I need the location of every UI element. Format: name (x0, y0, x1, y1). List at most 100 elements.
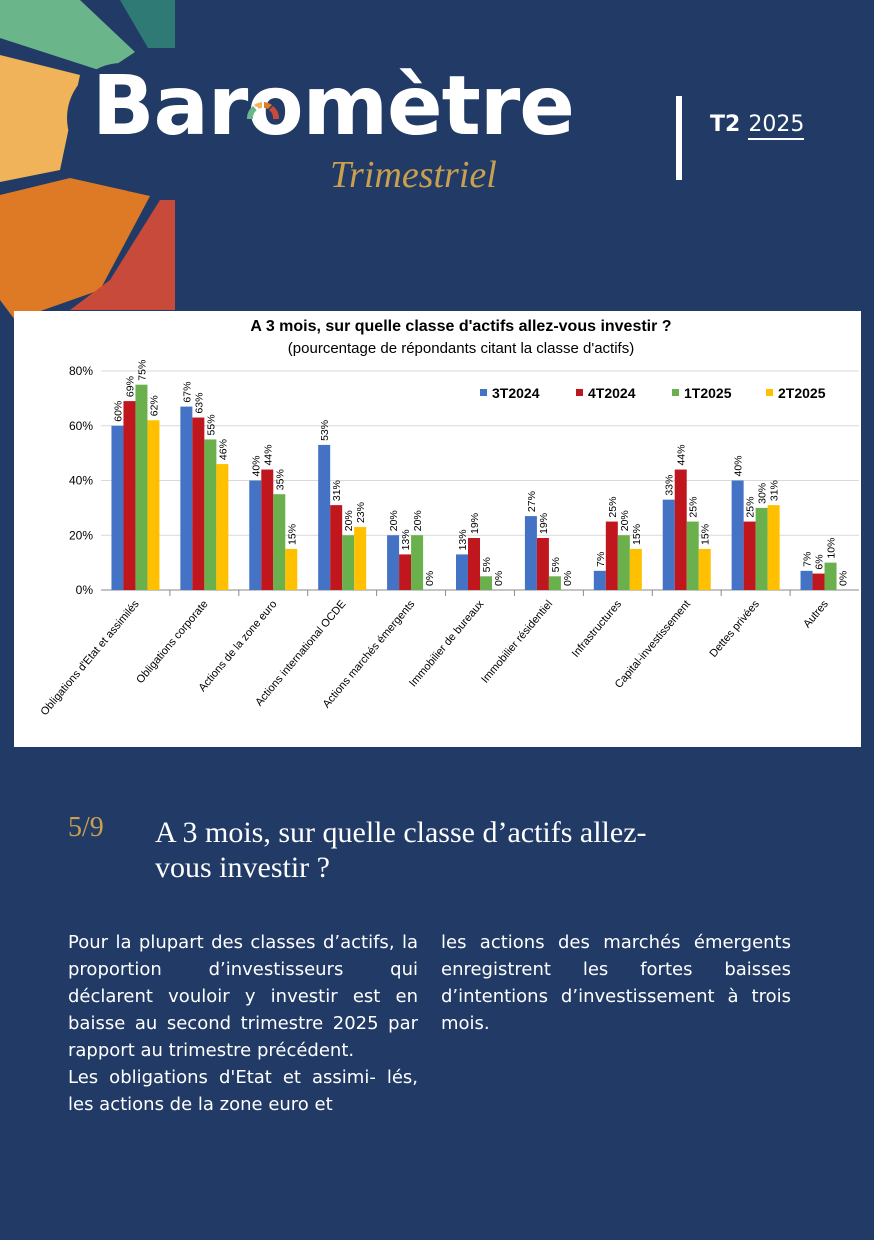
category-label: Obligations corporate (134, 598, 210, 686)
bar (468, 537, 480, 590)
chart-subtitle: (pourcentage de répondants citant la cla… (288, 340, 634, 357)
bar-chart: A 3 mois, sur quelle classe d'actifs all… (14, 311, 861, 747)
body-column-2: les actions des marchés émergents enregi… (441, 929, 791, 1037)
data-label: 25% (688, 497, 700, 518)
bar (354, 527, 367, 590)
data-label: 40% (733, 455, 745, 476)
data-label: 53% (319, 420, 331, 441)
bar (456, 554, 468, 590)
data-label: 75% (136, 360, 148, 381)
bar (755, 507, 768, 590)
legend-swatch (576, 389, 583, 396)
bar (731, 480, 744, 590)
bar (767, 505, 780, 590)
bar (662, 499, 675, 590)
data-label: 60% (112, 401, 124, 422)
data-label: 5% (481, 557, 493, 572)
bar (192, 417, 205, 590)
y-tick-label: 40% (69, 474, 93, 488)
data-label: 15% (700, 524, 712, 545)
category-label: Autres (801, 598, 831, 630)
data-label: 55% (205, 414, 217, 435)
data-label: 20% (412, 510, 424, 531)
legend-swatch (480, 389, 487, 396)
data-label: 0% (493, 571, 505, 586)
category-label: Immobilier résidentiel (479, 598, 555, 685)
bar (285, 548, 298, 590)
category-label: Infrastructures (570, 598, 625, 660)
bar (216, 464, 229, 590)
bar (273, 494, 286, 590)
data-label: 23% (355, 502, 367, 523)
category-label: Capital-investissement (613, 598, 693, 690)
data-label: 69% (124, 376, 136, 397)
bar (698, 548, 711, 590)
period-badge: T2 2025 (710, 112, 805, 140)
bar (204, 439, 217, 590)
data-label: 20% (343, 510, 355, 531)
logo-title: Baromètre (92, 59, 575, 154)
bar (536, 537, 549, 590)
period-year: 2025 (748, 112, 805, 140)
category-label: Dettes privées (708, 598, 763, 660)
data-label: 63% (193, 393, 205, 414)
bar (261, 469, 274, 590)
bar (629, 548, 642, 590)
data-label: 5% (550, 557, 562, 572)
bar (824, 562, 837, 590)
bar (812, 573, 825, 590)
data-label: 19% (469, 513, 481, 534)
legend-label: 1T2025 (684, 385, 732, 401)
bar (387, 535, 400, 590)
bar (135, 384, 148, 590)
bar (180, 406, 193, 590)
data-label: 20% (388, 510, 400, 531)
bar (318, 444, 331, 590)
category-label: Obligations d'Etat et assimilés (38, 598, 142, 718)
bar (147, 420, 160, 590)
data-label: 20% (619, 510, 631, 531)
period-quarter: T2 (710, 112, 741, 137)
data-label: 67% (181, 382, 193, 403)
data-label: 46% (217, 439, 229, 460)
bar (411, 535, 424, 590)
body-paragraph: les actions des marchés émergents enregi… (441, 932, 791, 1034)
bar (249, 480, 262, 590)
y-tick-label: 20% (69, 528, 93, 542)
y-tick-label: 60% (69, 419, 93, 433)
data-label: 25% (607, 497, 619, 518)
data-label: 10% (826, 538, 838, 559)
section-number: 5/9 (68, 812, 104, 843)
data-label: 44% (676, 445, 688, 466)
bar (674, 469, 687, 590)
data-label: 31% (331, 480, 343, 501)
body-paragraph: Pour la plupart des classes d’actifs, la… (68, 932, 418, 1061)
data-label: 33% (664, 475, 676, 496)
bar (330, 505, 343, 590)
chart-title: A 3 mois, sur quelle classe d'actifs all… (250, 318, 671, 335)
legend-label: 4T2024 (588, 385, 636, 401)
bar (399, 554, 412, 590)
logo-subtitle: Trimestriel (330, 154, 497, 196)
data-label: 44% (262, 445, 274, 466)
data-label: 6% (814, 554, 826, 569)
data-label: 7% (802, 552, 814, 567)
legend-label: 2T2025 (778, 385, 826, 401)
data-label: 19% (538, 513, 550, 534)
data-label: 13% (400, 529, 412, 550)
data-label: 0% (562, 571, 574, 586)
y-tick-label: 0% (76, 583, 94, 597)
gauge-icon (246, 102, 280, 120)
chart-canvas: A 3 mois, sur quelle classe d'actifs all… (38, 318, 859, 718)
body-paragraph: Les obligations d'Etat et assimi- lés, l… (68, 1067, 418, 1115)
data-label: 27% (526, 491, 538, 512)
data-label: 15% (286, 524, 298, 545)
data-label: 0% (838, 571, 850, 586)
data-label: 40% (250, 455, 262, 476)
category-label: Actions de la zone euro (196, 598, 279, 694)
bar (605, 521, 618, 590)
data-label: 62% (148, 395, 160, 416)
data-label: 30% (757, 483, 769, 504)
bar (548, 576, 561, 590)
logo-sunburst (0, 0, 177, 320)
